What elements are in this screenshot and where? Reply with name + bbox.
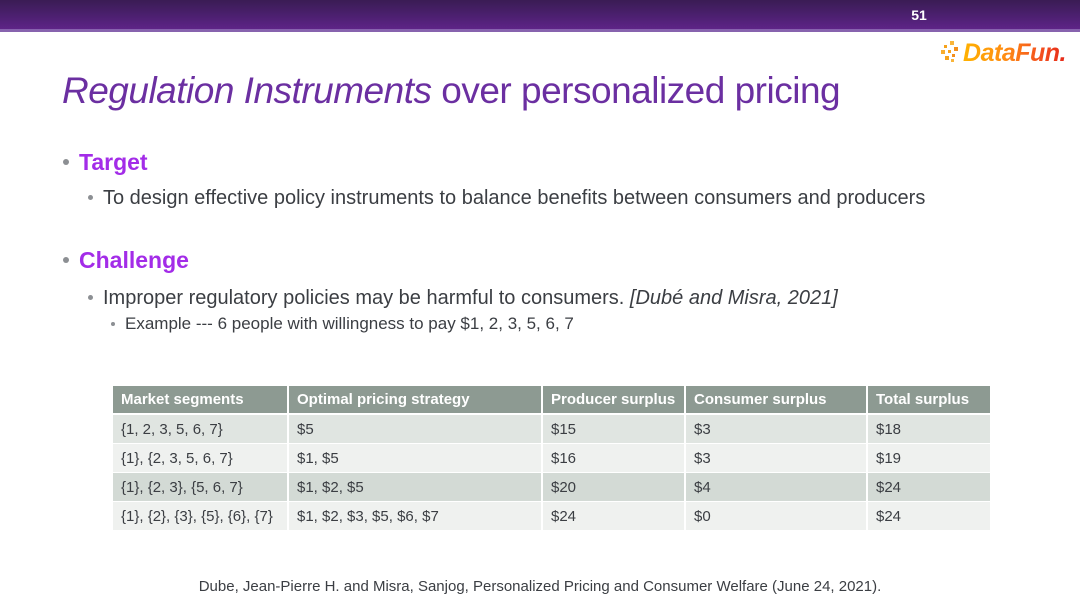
page-title: Regulation Instruments over personalized… [62, 70, 841, 112]
table-cell: {1, 2, 3, 5, 6, 7} [113, 413, 288, 444]
table-row: {1}, {2, 3, 5, 6, 7} $1, $5 $16 $3 $19 [113, 443, 990, 473]
table-cell: $1, $5 [287, 443, 542, 473]
table-cell: $19 [866, 443, 990, 473]
pricing-table: Market segments Optimal pricing strategy P… [113, 386, 990, 530]
table-row: {1}, {2, 3}, {5, 6, 7} $1, $2, $5 $20 $4 $24 [113, 472, 990, 502]
target-heading-label: Target [79, 149, 148, 175]
table-cell: {1}, {2, 3}, {5, 6, 7} [113, 472, 288, 502]
table-header-cell: Consumer surplus [684, 386, 867, 415]
table-header-row: Market segments Optimal pricing strategy P… [113, 386, 990, 415]
table-body: {1, 2, 3, 5, 6, 7} $5 $15 $3 $18 {1}, {2, 3, … [113, 413, 990, 530]
table-cell: $3 [684, 443, 867, 473]
bullet-dot-icon [111, 322, 115, 326]
bullet-dot-icon [88, 295, 93, 300]
table-header-cell: Total surplus [866, 386, 990, 415]
table-cell: {1}, {2, 3, 5, 6, 7} [113, 443, 288, 473]
challenge-body-main: Improper regulatory policies may be harm… [103, 287, 630, 309]
bullet-example: Example --- 6 people with willingness to… [111, 312, 971, 336]
table-cell: $0 [684, 501, 867, 530]
bullet-dot-icon [63, 257, 69, 263]
logo-wordmark: DataFun. [963, 39, 1066, 67]
bullet-dot-icon [88, 195, 93, 200]
table-header-cell: Producer surplus [541, 386, 685, 415]
table-cell: $24 [866, 501, 990, 530]
challenge-heading-label: Challenge [79, 247, 189, 273]
table-header-cell: Market segments [113, 386, 288, 415]
target-body-text: To design effective policy instruments t… [103, 187, 926, 209]
table-row: {1}, {2}, {3}, {5}, {6}, {7} $1, $2, $3, … [113, 501, 990, 530]
title-regular-part: over personalized pricing [431, 70, 841, 111]
title-italic-part: Regulation Instruments [62, 70, 432, 111]
bullet-target-body: To design effective policy instruments t… [88, 184, 938, 212]
table-head: Market segments Optimal pricing strategy P… [113, 386, 990, 415]
table-cell: $15 [541, 413, 685, 444]
challenge-citation: [Dubé and Misra, 2021] [629, 287, 838, 309]
table-cell: $1, $2, $3, $5, $6, $7 [287, 501, 542, 530]
table-cell: $18 [866, 413, 990, 444]
bullet-target-heading: Target [63, 149, 148, 175]
table-cell: $1, $2, $5 [287, 472, 542, 502]
table-cell: {1}, {2}, {3}, {5}, {6}, {7} [113, 501, 288, 530]
slide-number: 51 [911, 7, 927, 23]
table-cell: $16 [541, 443, 685, 473]
table-cell: $3 [684, 413, 867, 444]
table-cell: $24 [866, 472, 990, 502]
table-cell: $24 [541, 501, 685, 530]
table-row: {1, 2, 3, 5, 6, 7} $5 $15 $3 $18 [113, 413, 990, 444]
table-cell: $4 [684, 472, 867, 502]
citation-footer: Dube, Jean-Pierre H. and Misra, Sanjog, … [198, 578, 882, 595]
bullet-challenge-heading: Challenge [63, 247, 189, 273]
table-header-cell: Optimal pricing strategy [287, 386, 542, 415]
bullet-challenge-body: Improper regulatory policies may be harm… [88, 284, 1008, 312]
example-text: Example --- 6 people with willingness to… [125, 314, 574, 333]
datafun-logo: DataFun. [941, 38, 1066, 69]
bullet-dot-icon [63, 159, 69, 165]
table-cell: $5 [287, 413, 542, 444]
table-cell: $20 [541, 472, 685, 502]
challenge-body-text: Improper regulatory policies may be harm… [103, 284, 838, 312]
logo-pixels-icon [941, 40, 961, 69]
top-bar: 51 [0, 0, 1080, 32]
